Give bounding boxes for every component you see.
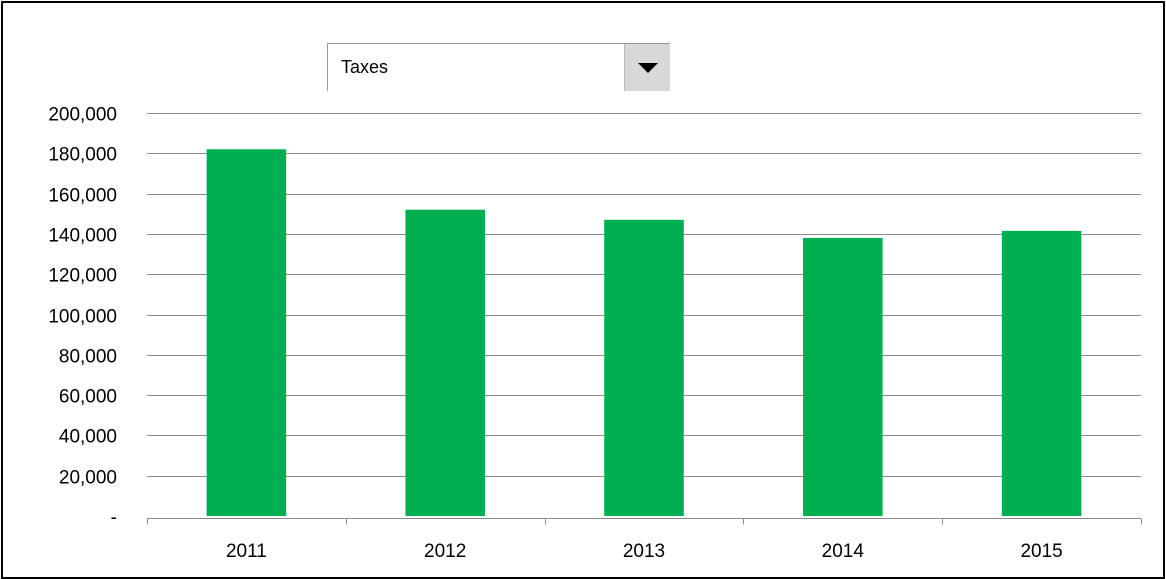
y-tick-label: 100,000: [48, 307, 117, 328]
bar-2015: [1001, 230, 1082, 516]
series-select-dropdown[interactable]: Taxes: [327, 43, 670, 91]
x-tick-label: 2012: [424, 541, 466, 562]
x-tick-labels: 2011 2012 2013 2014 2015: [226, 541, 1063, 562]
y-tick-label: 140,000: [48, 226, 117, 247]
x-tick-label: 2014: [822, 541, 865, 562]
y-tick-label: 20,000: [59, 468, 117, 489]
y-tick-label: 160,000: [48, 186, 117, 207]
axes: [147, 518, 1142, 525]
bar-2014: [803, 237, 883, 516]
x-tick-label: 2011: [226, 541, 267, 562]
y-tick-label: 180,000: [48, 145, 117, 166]
bar-2012: [405, 209, 485, 516]
x-tick-label: 2015: [1020, 541, 1062, 562]
bar-2011: [206, 149, 287, 516]
y-tick-label: 80,000: [59, 347, 117, 368]
y-tick-label: -: [111, 508, 117, 529]
bar-2013: [604, 219, 684, 517]
y-tick-label: 120,000: [48, 266, 117, 287]
y-tick-labels: - 20,000 40,000 60,000 80,000 100,000 120,000 1…: [48, 105, 117, 529]
x-tick-label: 2013: [623, 541, 665, 562]
chevron-down-icon: [638, 63, 658, 73]
bars: [206, 149, 1082, 517]
y-tick-label: 60,000: [59, 387, 117, 408]
dropdown-selected-value: Taxes: [341, 57, 389, 77]
y-tick-label: 200,000: [48, 105, 117, 126]
gridlines: [147, 113, 1141, 477]
y-tick-label: 40,000: [59, 427, 117, 448]
dropdown-toggle-button[interactable]: [624, 44, 670, 91]
